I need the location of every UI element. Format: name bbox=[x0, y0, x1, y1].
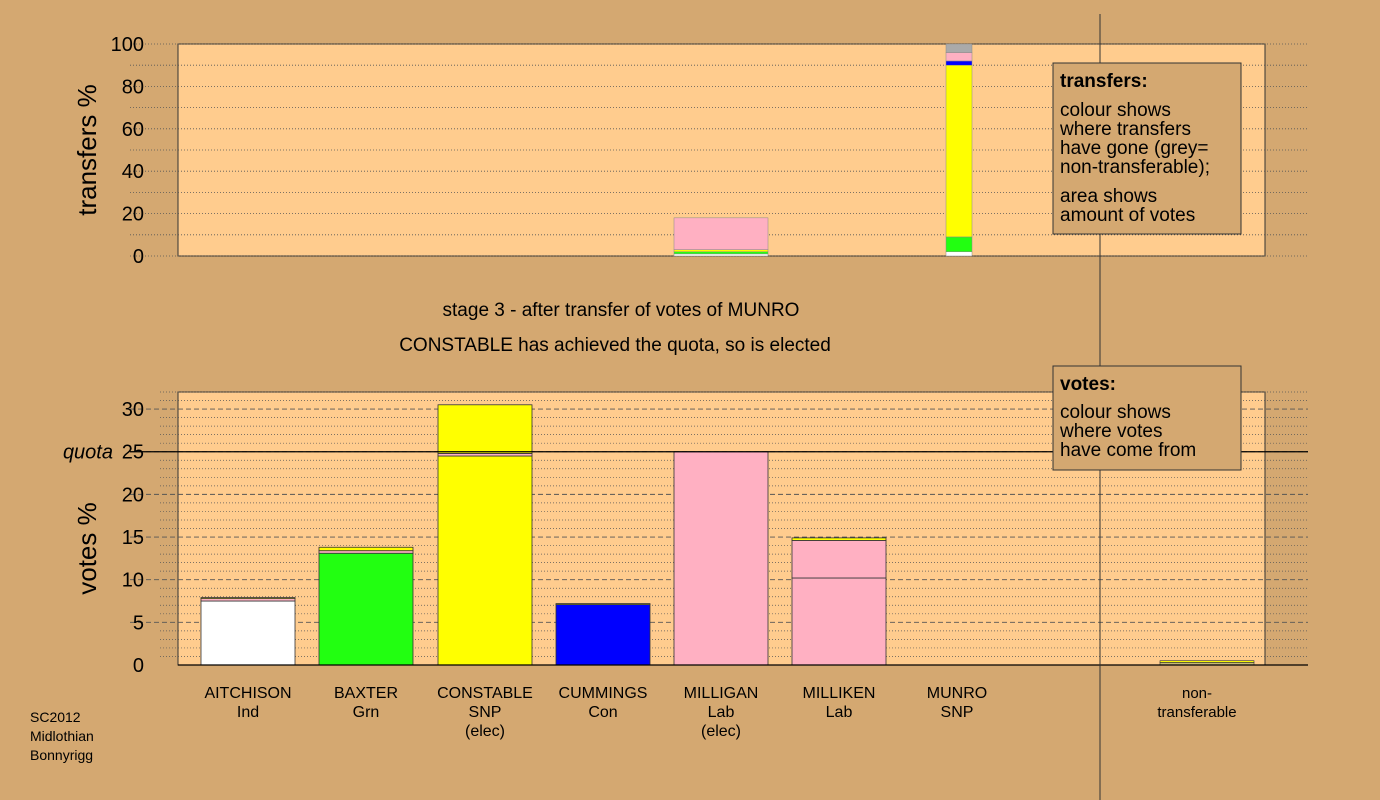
footer-election: SC2012 bbox=[30, 709, 81, 725]
votes-box-line: colour shows bbox=[1060, 402, 1171, 423]
transfers-y-tick-label: 80 bbox=[122, 76, 144, 98]
votes-box-frame bbox=[1052, 365, 1242, 471]
transfer-segment bbox=[673, 253, 769, 257]
vote-segment bbox=[791, 537, 887, 541]
transfers-y-tick-label: 20 bbox=[122, 204, 144, 226]
votes-box-line: have come from bbox=[1060, 440, 1196, 461]
transfers-box-line: area shows bbox=[1060, 186, 1157, 207]
vote-segment bbox=[318, 546, 414, 552]
vote-segment bbox=[673, 451, 769, 666]
vote-segment bbox=[791, 540, 887, 579]
candidate-labels: AITCHISONIndBAXTERGrnCONSTABLESNP(elec)C… bbox=[204, 685, 987, 740]
candidate-party: Grn bbox=[353, 704, 380, 721]
transfer-segment bbox=[945, 236, 973, 253]
nontransferable-label: non- bbox=[1182, 685, 1212, 702]
candidate-party: SNP bbox=[469, 704, 502, 721]
votes-y-tick-label: 15 bbox=[122, 527, 144, 549]
transfers-box-line: non-transferable); bbox=[1060, 157, 1210, 178]
stage-subtitle: CONSTABLE has achieved the quota, so is … bbox=[399, 335, 831, 356]
transfer-segment bbox=[673, 217, 769, 250]
candidate-party: SNP bbox=[941, 704, 974, 721]
transfers-y-ticks: 0 20 40 60 80 100 bbox=[111, 34, 144, 268]
votes-y-tick-label: 5 bbox=[133, 612, 144, 634]
votes-y-tick-label: 20 bbox=[122, 484, 144, 506]
candidate-party: Ind bbox=[237, 704, 259, 721]
transfers-box-title: transfers: bbox=[1060, 71, 1148, 92]
transfer-segment bbox=[945, 251, 973, 257]
nontransferable-segment bbox=[1159, 660, 1255, 663]
transfers-box-line: amount of votes bbox=[1060, 205, 1195, 226]
candidate-label: CONSTABLE SNP (elec) bbox=[437, 685, 533, 740]
transfers-box-frame bbox=[1052, 62, 1242, 235]
candidate-label: AITCHISON Ind bbox=[204, 685, 291, 721]
transfer-segment bbox=[945, 64, 973, 238]
vote-segment bbox=[318, 552, 414, 666]
transfers-y-tick-label: 60 bbox=[122, 119, 144, 141]
candidate-party: Lab bbox=[708, 704, 735, 721]
transfer-segment bbox=[945, 60, 973, 66]
transfers-legend-box: transfers: colour shows where transfers … bbox=[1052, 62, 1242, 235]
footer-ward: Bonnyrigg bbox=[30, 747, 93, 763]
votes-y-tick-label: 25 bbox=[122, 442, 144, 464]
transfers-box-line: colour shows bbox=[1060, 100, 1171, 121]
candidate-name: MUNRO bbox=[927, 685, 987, 702]
candidate-name: AITCHISON bbox=[204, 685, 291, 702]
candidate-name: BAXTER bbox=[334, 685, 398, 702]
transfers-y-tick-label: 100 bbox=[111, 34, 144, 56]
candidate-label: MUNRO SNP bbox=[927, 685, 987, 721]
footer-council: Midlothian bbox=[30, 728, 94, 744]
vote-segment bbox=[791, 577, 887, 666]
candidate-party: Con bbox=[588, 704, 617, 721]
vote-segment bbox=[555, 603, 651, 605]
candidate-party: Lab bbox=[826, 704, 853, 721]
candidate-label: CUMMINGS Con bbox=[559, 685, 648, 721]
votes-y-tick-label: 10 bbox=[122, 570, 144, 592]
votes-legend-box: votes: colour shows where votes have com… bbox=[1052, 365, 1242, 471]
transfers-y-tick-label: 0 bbox=[133, 246, 144, 268]
candidate-label: MILLIKEN Lab bbox=[803, 685, 876, 721]
transfer-segment bbox=[945, 52, 973, 62]
candidate-name: MILLIGAN bbox=[684, 685, 759, 702]
vote-segment bbox=[200, 600, 296, 666]
votes-y-tick-label: 0 bbox=[133, 655, 144, 677]
quota-label: quota bbox=[63, 442, 113, 464]
transfers-y-axis-label: transfers % bbox=[72, 84, 102, 216]
candidate-label: MILLIGAN Lab (elec) bbox=[684, 685, 759, 740]
votes-y-axis-label: votes % bbox=[72, 502, 102, 595]
candidate-name: CUMMINGS bbox=[559, 685, 648, 702]
votes-y-ticks: 0 5 10 15 20 25 30 bbox=[122, 399, 144, 677]
candidate-status: (elec) bbox=[465, 723, 505, 740]
candidate-name: MILLIKEN bbox=[803, 685, 876, 702]
transfers-box-line: have gone (grey= bbox=[1060, 138, 1208, 159]
votes-box-title: votes: bbox=[1060, 374, 1116, 395]
vote-segment bbox=[437, 455, 533, 666]
votes-y-tick-label: 30 bbox=[122, 399, 144, 421]
candidate-status: (elec) bbox=[701, 723, 741, 740]
vote-segment bbox=[555, 604, 651, 666]
stage-title: stage 3 - after transfer of votes of MUN… bbox=[443, 300, 800, 321]
transfer-segment bbox=[673, 251, 769, 255]
vote-segment bbox=[437, 404, 533, 454]
votes-bars bbox=[200, 404, 1255, 666]
votes-box-line: where votes bbox=[1059, 421, 1162, 442]
candidate-name: CONSTABLE bbox=[437, 685, 533, 702]
transfer-segment bbox=[673, 249, 769, 253]
vote-segment bbox=[200, 597, 296, 600]
transfers-box-line: where transfers bbox=[1059, 119, 1191, 140]
nontransferable-label-2: transferable bbox=[1157, 704, 1236, 721]
transfers-bars bbox=[673, 43, 973, 257]
transfer-segment bbox=[945, 43, 973, 53]
candidate-label: BAXTER Grn bbox=[334, 685, 398, 721]
transfers-y-tick-label: 40 bbox=[122, 161, 144, 183]
